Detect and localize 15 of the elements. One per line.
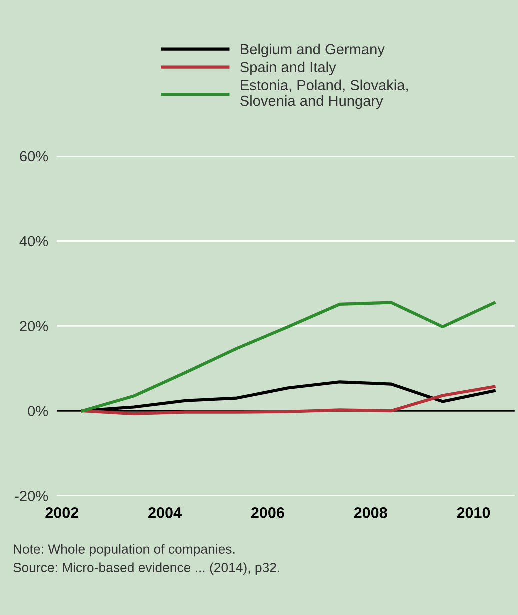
x-tick-label: 2002 [46,508,79,518]
y-tick-label: 0% [28,406,48,416]
legend-label: Estonia, Poland, Slovakia, Slovenia and Hungary [240,80,408,110]
y-tick-label: 20% [20,321,48,332]
x-tick-label: 2006 [251,508,284,518]
text: Note: Whole population of companies. [14,544,235,557]
y-tick-label: 40% [20,236,48,247]
x-tick-label: 2008 [354,508,388,518]
x-tick-label: 2010 [457,508,490,518]
y-tick-label: 60% [20,151,48,162]
y-tick-label: -20% [15,491,48,502]
legend-label: Belgium and Germany [241,44,385,58]
source-note: Source: Micro-based evidence ... (2014), p32. [14,562,280,576]
legend-label: Spain and Italy [240,62,336,76]
x-tick-label: 2004 [148,508,182,518]
